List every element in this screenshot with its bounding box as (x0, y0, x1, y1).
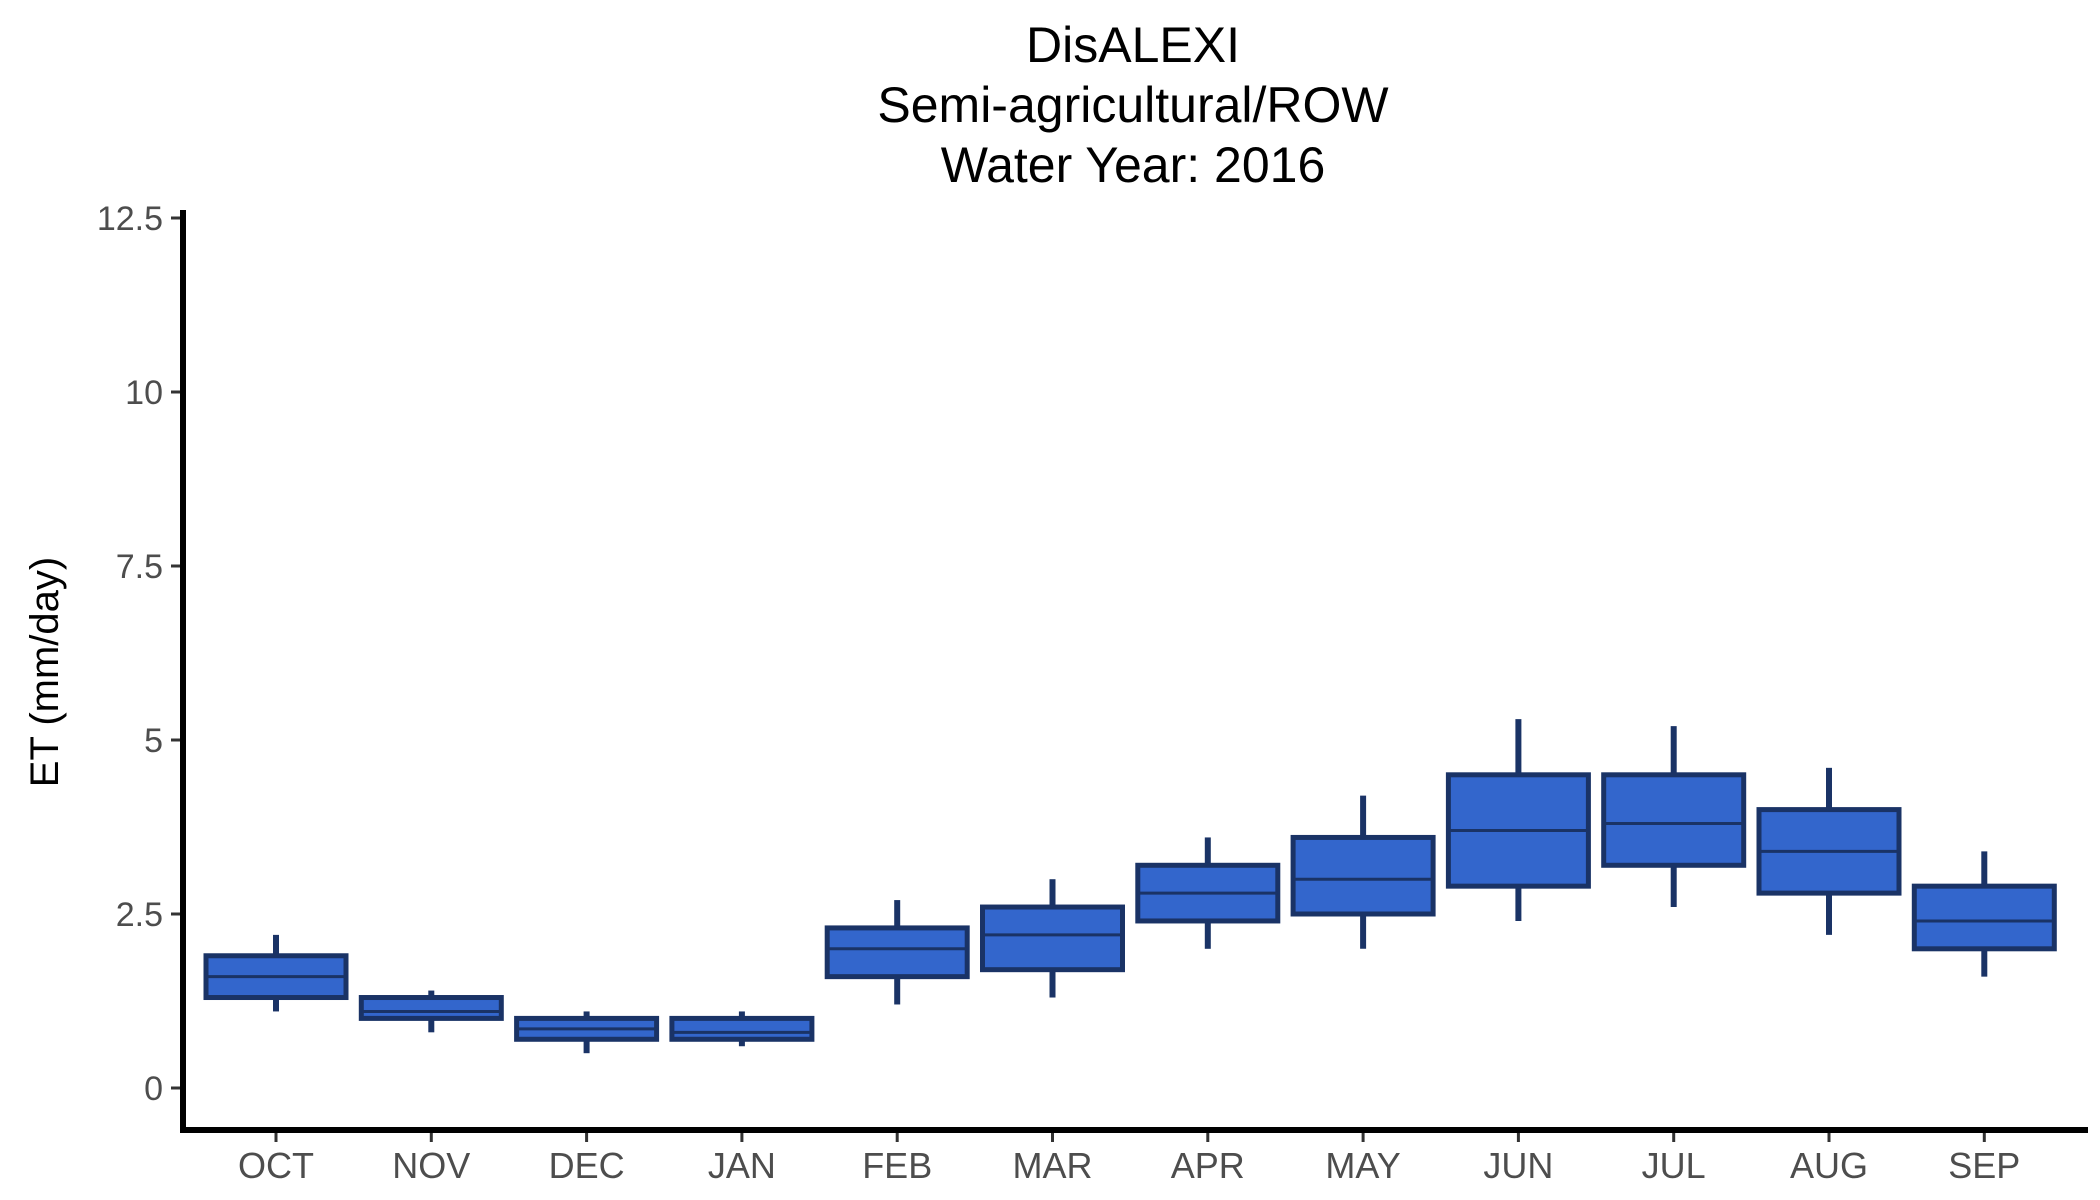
x-tick-label: OCT (238, 1145, 314, 1186)
y-tick-label: 0 (144, 1070, 163, 1108)
x-tick-label: SEP (1948, 1145, 2020, 1186)
box-iqr (669, 1015, 815, 1042)
box-aug (1756, 767, 1902, 935)
box-feb (824, 900, 970, 1005)
title-line-2: Semi-agricultural/ROW (877, 77, 1389, 133)
x-tick-label: FEB (862, 1145, 932, 1186)
x-tick-label: JAN (708, 1145, 776, 1186)
chart-title: DisALEXI Semi-agricultural/ROW Water Yea… (877, 17, 1389, 193)
box-jun (1445, 719, 1591, 921)
title-line-3: Water Year: 2016 (941, 137, 1326, 193)
x-tick-label: NOV (392, 1145, 470, 1186)
box-mar (980, 879, 1125, 998)
y-tick-label: 5 (144, 722, 163, 760)
box-series (203, 719, 2057, 1054)
box-jul (1601, 726, 1747, 908)
x-axis-ticks: OCT NOV DEC JAN FEB MAR APR MAY JUN JUL AUG SEP (238, 1130, 2020, 1186)
box-iqr (1601, 772, 1747, 868)
y-tick-label: 10 (125, 374, 163, 412)
y-tick-label: 7.5 (116, 548, 163, 586)
box-oct (203, 934, 349, 1012)
y-axis-title: ET (mm/day) (23, 557, 67, 787)
y-axis-ticks: 0 2.5 5 7.5 10 12.5 (97, 200, 183, 1108)
box-iqr (980, 904, 1125, 973)
y-tick-label: 12.5 (97, 200, 163, 238)
y-tick-label: 2.5 (116, 896, 163, 934)
x-tick-label: AUG (1790, 1145, 1868, 1186)
box-sep (1911, 851, 2057, 977)
x-tick-label: APR (1171, 1145, 1245, 1186)
x-tick-label: MAR (1013, 1145, 1093, 1186)
box-iqr (824, 925, 970, 980)
x-tick-label: JUL (1642, 1145, 1706, 1186)
box-may (1290, 795, 1436, 949)
box-apr (1135, 837, 1281, 949)
x-tick-label: MAY (1325, 1145, 1400, 1186)
box-iqr (358, 995, 504, 1021)
box-iqr (1911, 883, 2057, 952)
x-tick-label: JUN (1483, 1145, 1553, 1186)
box-iqr (1290, 834, 1436, 917)
box-dec (514, 1011, 660, 1054)
title-line-1: DisALEXI (1026, 17, 1240, 73)
x-tick-label: DEC (549, 1145, 625, 1186)
box-jan (669, 1011, 815, 1047)
box-nov (358, 990, 504, 1033)
